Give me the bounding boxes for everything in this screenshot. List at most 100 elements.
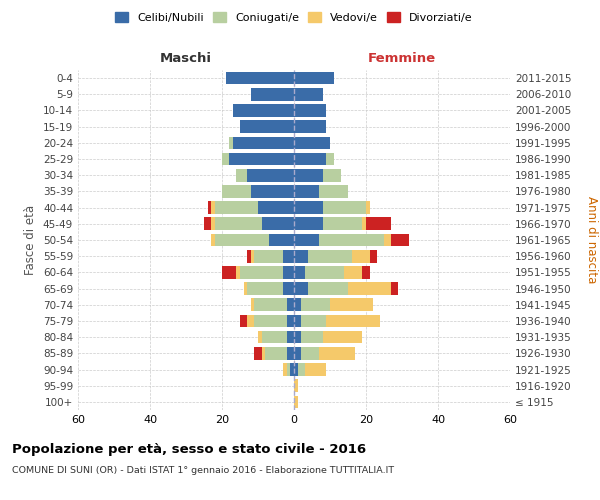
Bar [240, 314, 247, 328]
Bar [247, 169, 294, 181]
Bar [211, 202, 215, 214]
Bar [298, 363, 305, 376]
Bar [251, 88, 294, 101]
Bar [215, 202, 258, 214]
Bar [305, 266, 344, 278]
Bar [326, 314, 380, 328]
Bar [391, 282, 398, 295]
Bar [294, 347, 301, 360]
Bar [294, 250, 308, 262]
Bar [287, 363, 290, 376]
Bar [229, 136, 233, 149]
Bar [323, 218, 362, 230]
Bar [283, 282, 294, 295]
Bar [294, 266, 305, 278]
Bar [222, 185, 251, 198]
Bar [294, 152, 326, 166]
Bar [308, 282, 348, 295]
Bar [384, 234, 391, 246]
Bar [251, 185, 294, 198]
Bar [233, 136, 294, 149]
Bar [283, 363, 287, 376]
Bar [251, 298, 254, 311]
Bar [362, 218, 366, 230]
Bar [236, 169, 247, 181]
Bar [287, 347, 294, 360]
Bar [323, 331, 362, 344]
Bar [222, 266, 236, 278]
Bar [294, 234, 319, 246]
Bar [301, 347, 319, 360]
Bar [287, 314, 294, 328]
Text: Femmine: Femmine [368, 52, 436, 65]
Bar [222, 152, 229, 166]
Bar [211, 218, 215, 230]
Bar [262, 331, 287, 344]
Bar [294, 185, 319, 198]
Bar [308, 250, 352, 262]
Bar [287, 331, 294, 344]
Bar [262, 347, 265, 360]
Bar [319, 234, 384, 246]
Bar [294, 104, 326, 117]
Bar [294, 136, 330, 149]
Bar [254, 347, 262, 360]
Bar [370, 250, 377, 262]
Bar [294, 218, 323, 230]
Bar [294, 120, 326, 133]
Bar [326, 152, 334, 166]
Legend: Celibi/Nubili, Coniugati/e, Vedovi/e, Divorziati/e: Celibi/Nubili, Coniugati/e, Vedovi/e, Di… [111, 8, 477, 28]
Bar [294, 202, 323, 214]
Bar [301, 314, 326, 328]
Bar [294, 396, 298, 408]
Bar [269, 234, 294, 246]
Y-axis label: Fasce di età: Fasce di età [25, 205, 37, 275]
Text: COMUNE DI SUNI (OR) - Dati ISTAT 1° gennaio 2016 - Elaborazione TUTTITALIA.IT: COMUNE DI SUNI (OR) - Dati ISTAT 1° genn… [12, 466, 394, 475]
Bar [283, 266, 294, 278]
Bar [294, 363, 298, 376]
Bar [294, 331, 301, 344]
Bar [348, 282, 391, 295]
Bar [236, 266, 240, 278]
Bar [294, 380, 298, 392]
Bar [366, 202, 370, 214]
Bar [258, 331, 262, 344]
Bar [247, 250, 251, 262]
Bar [258, 202, 294, 214]
Bar [294, 314, 301, 328]
Bar [352, 250, 370, 262]
Bar [362, 266, 370, 278]
Bar [294, 88, 323, 101]
Bar [247, 314, 254, 328]
Bar [391, 234, 409, 246]
Bar [287, 298, 294, 311]
Bar [294, 169, 323, 181]
Bar [211, 234, 215, 246]
Bar [265, 347, 287, 360]
Bar [294, 298, 301, 311]
Bar [204, 218, 211, 230]
Bar [305, 363, 326, 376]
Bar [244, 282, 247, 295]
Bar [254, 250, 283, 262]
Text: Anni di nascita: Anni di nascita [584, 196, 598, 284]
Bar [330, 298, 373, 311]
Bar [229, 152, 294, 166]
Bar [262, 218, 294, 230]
Bar [240, 266, 283, 278]
Bar [215, 218, 262, 230]
Bar [294, 72, 334, 85]
Bar [319, 347, 355, 360]
Bar [290, 363, 294, 376]
Bar [344, 266, 362, 278]
Bar [323, 169, 341, 181]
Bar [254, 298, 287, 311]
Bar [294, 282, 308, 295]
Bar [366, 218, 391, 230]
Bar [301, 331, 323, 344]
Text: Popolazione per età, sesso e stato civile - 2016: Popolazione per età, sesso e stato civil… [12, 442, 366, 456]
Bar [283, 250, 294, 262]
Bar [301, 298, 330, 311]
Bar [208, 202, 211, 214]
Bar [254, 314, 287, 328]
